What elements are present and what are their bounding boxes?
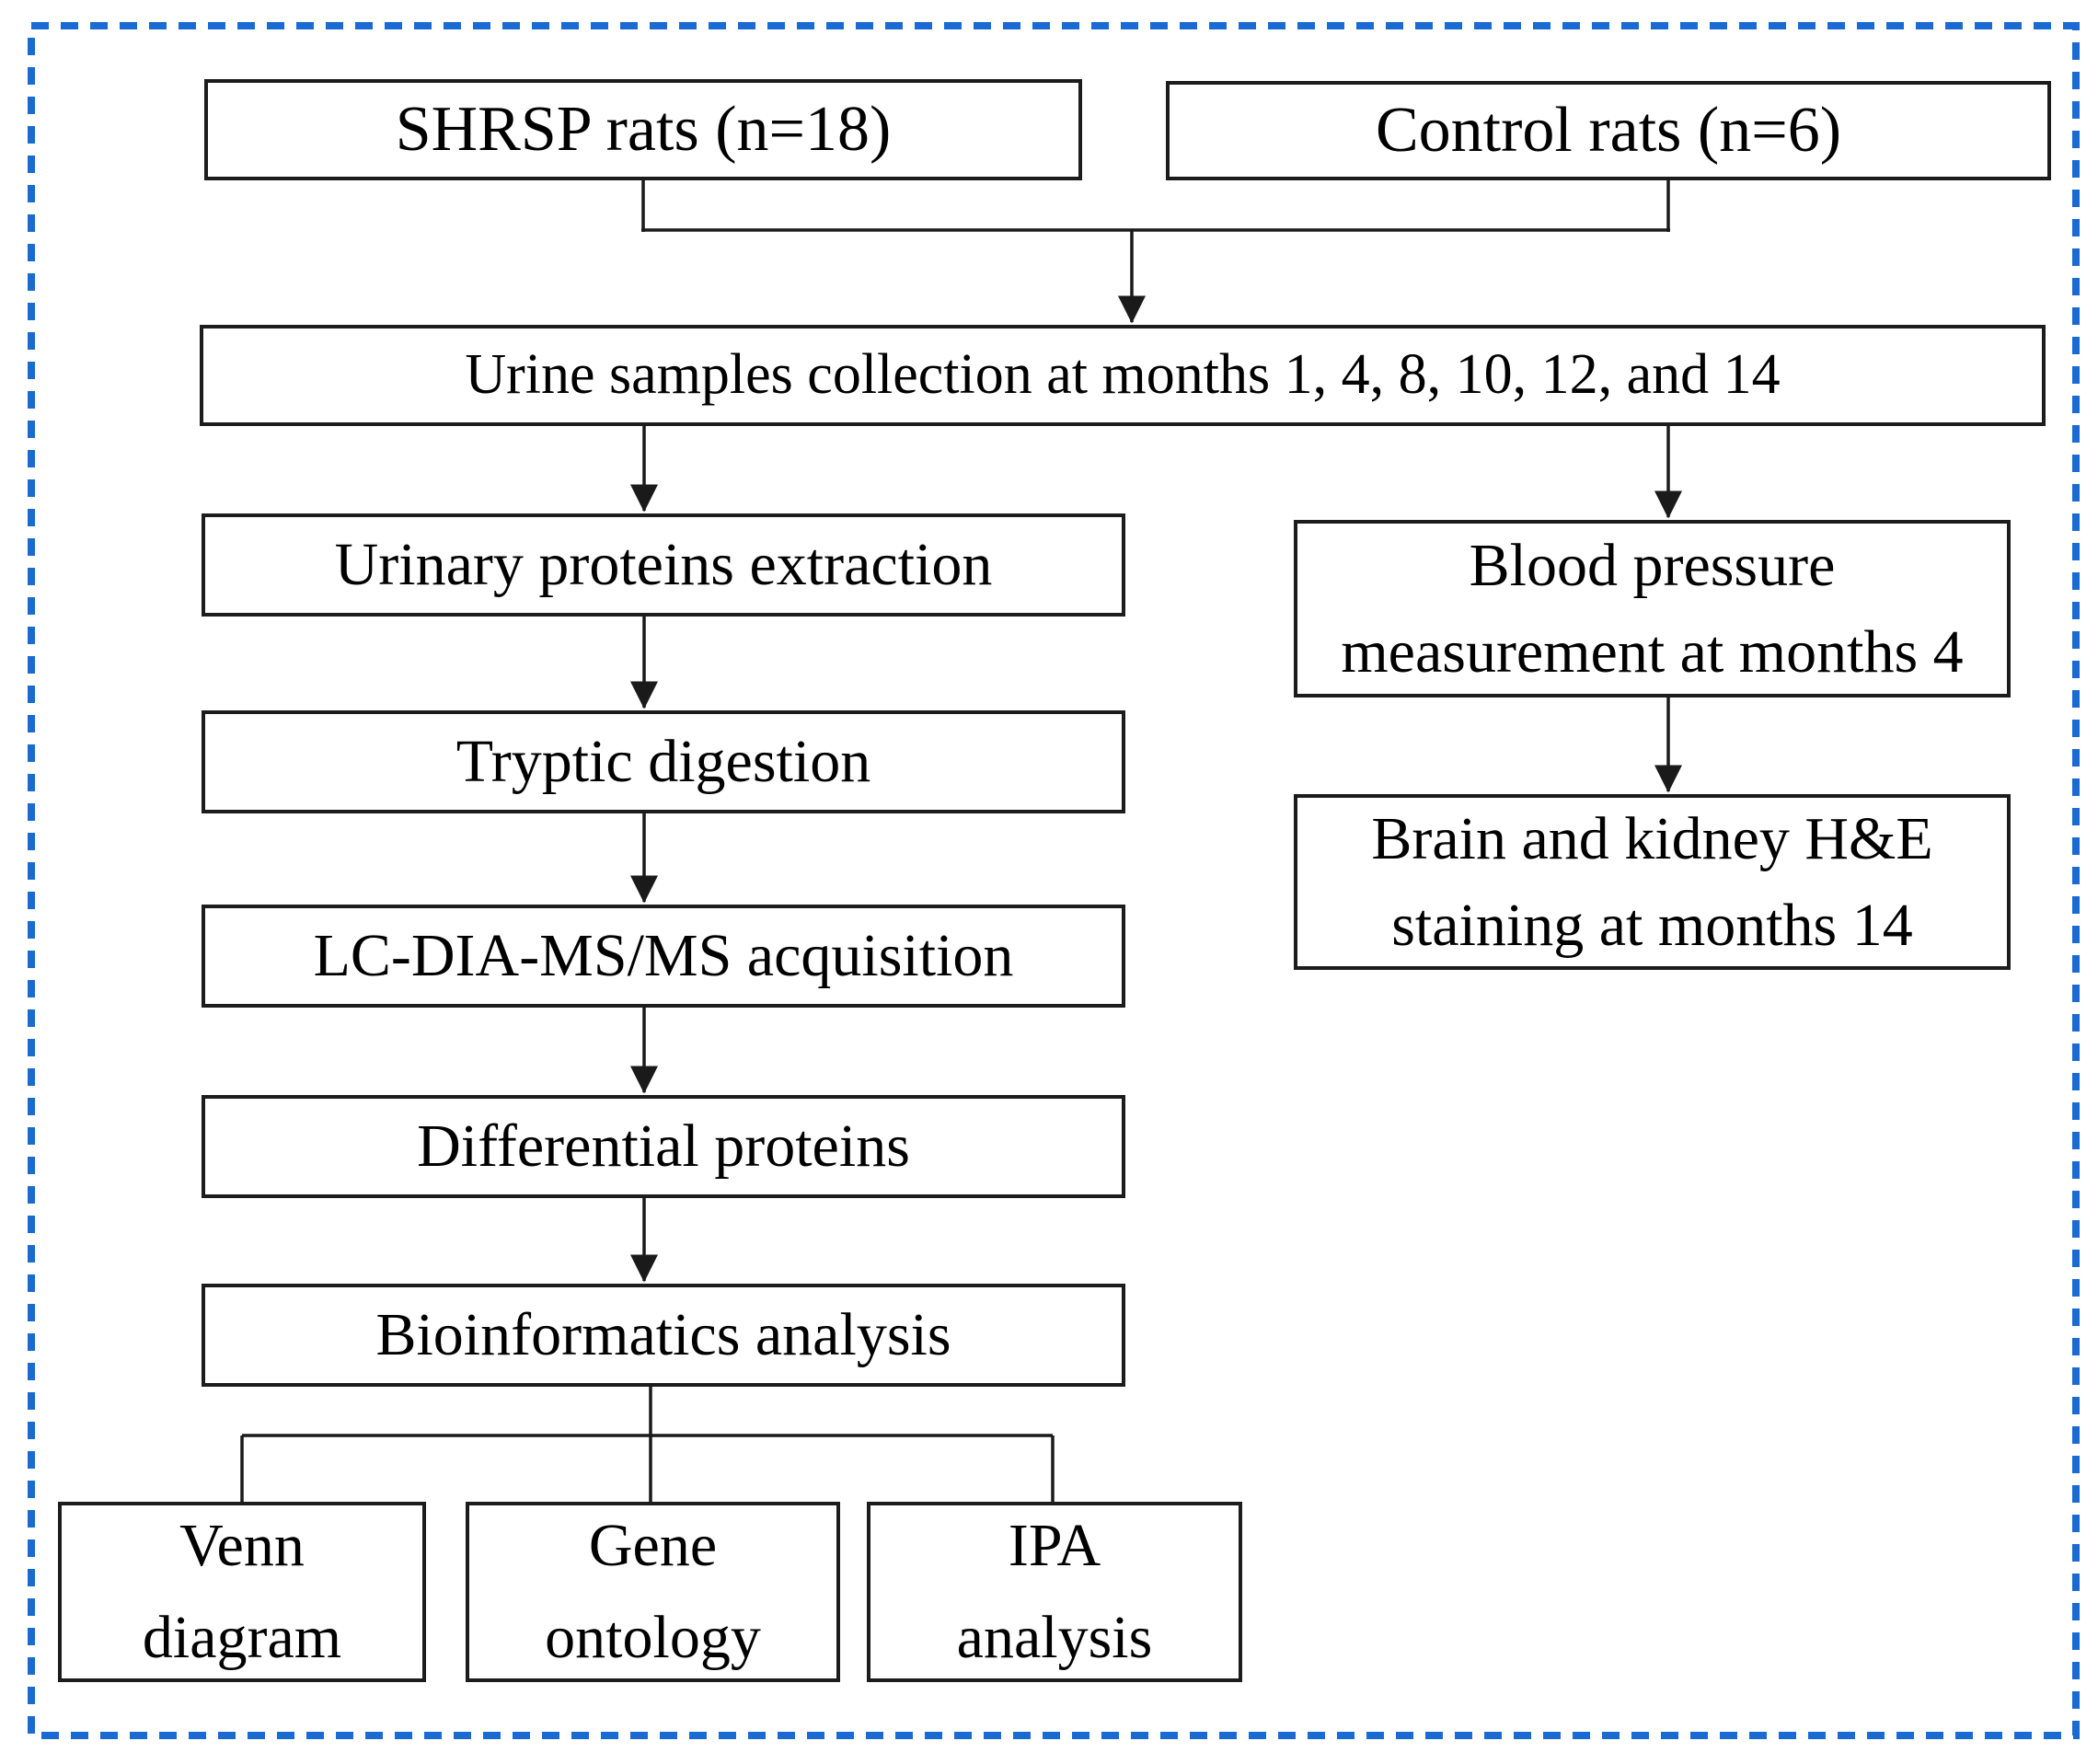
node-tryptic-digestion-label: Tryptic digestion <box>455 727 871 795</box>
node-gene-ontology-label: Gene ontology <box>545 1512 761 1671</box>
node-gene-ontology: Gene ontology <box>466 1502 840 1682</box>
node-bioinformatics-analysis-label: Bioinformatics analysis <box>375 1300 951 1368</box>
node-control-rats-label: Control rats (n=6) <box>1375 95 1842 167</box>
node-control-rats: Control rats (n=6) <box>1166 81 2051 180</box>
node-differential-proteins-label: Differential proteins <box>417 1112 910 1180</box>
node-venn-diagram: Venn diagram <box>58 1502 426 1682</box>
node-blood-pressure-measurement-label: Blood pressure measurement at months 4 <box>1341 531 1964 686</box>
node-brain-kidney-he-staining-label: Brain and kidney H&E staining at months … <box>1371 804 1933 959</box>
node-urine-samples-collection: Urine samples collection at months 1, 4,… <box>200 325 2046 426</box>
node-ipa-analysis-label: IPA analysis <box>956 1512 1153 1671</box>
node-lc-dia-ms-ms-acquisition-label: LC-DIA-MS/MS acquisition <box>313 921 1014 989</box>
node-blood-pressure-measurement: Blood pressure measurement at months 4 <box>1294 520 2011 698</box>
node-differential-proteins: Differential proteins <box>202 1095 1125 1198</box>
node-brain-kidney-he-staining: Brain and kidney H&E staining at months … <box>1294 794 2011 970</box>
node-shrsp-rats-label: SHRSP rats (n=18) <box>395 94 892 166</box>
node-venn-diagram-label: Venn diagram <box>142 1512 342 1671</box>
dashed-frame <box>28 22 2080 1739</box>
node-urine-samples-collection-label: Urine samples collection at months 1, 4,… <box>465 343 1781 407</box>
node-ipa-analysis: IPA analysis <box>867 1502 1242 1682</box>
node-shrsp-rats: SHRSP rats (n=18) <box>204 79 1082 180</box>
node-urinary-proteins-extraction: Urinary proteins extraction <box>202 513 1125 617</box>
node-lc-dia-ms-ms-acquisition: LC-DIA-MS/MS acquisition <box>202 905 1125 1008</box>
node-bioinformatics-analysis: Bioinformatics analysis <box>202 1284 1125 1387</box>
node-urinary-proteins-extraction-label: Urinary proteins extraction <box>334 530 993 598</box>
node-tryptic-digestion: Tryptic digestion <box>202 710 1125 813</box>
